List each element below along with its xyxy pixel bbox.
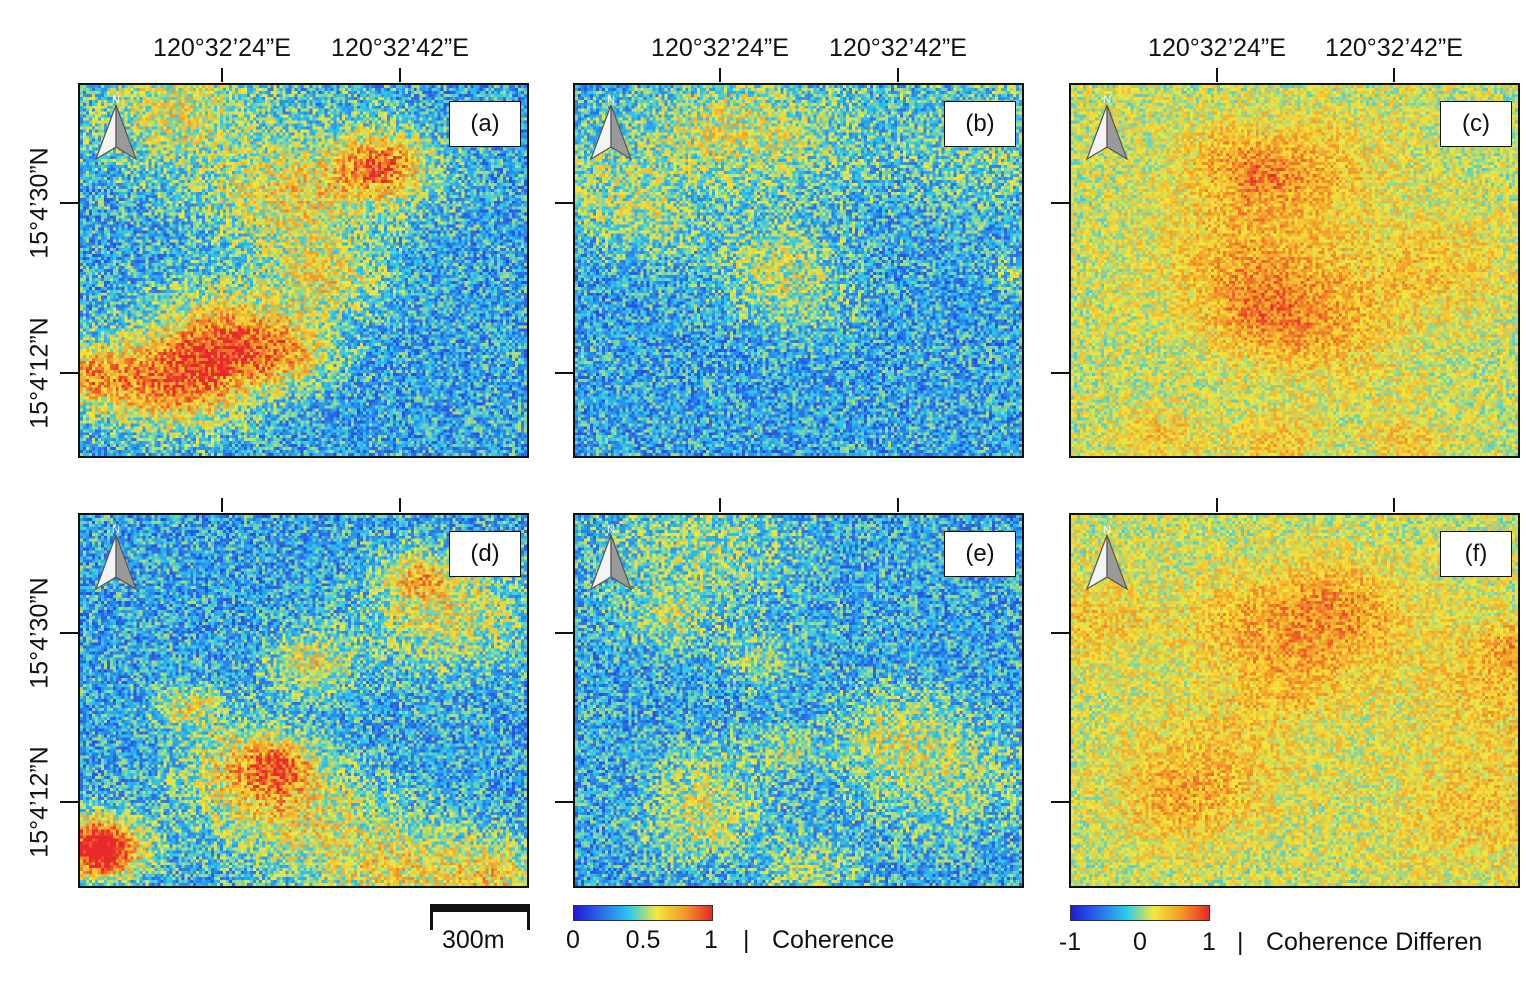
lon-tick [1393, 68, 1395, 82]
panel-label: (b) [944, 101, 1016, 147]
lat-tick [1051, 801, 1069, 803]
lon-label-2-right: 120°32’42”E [829, 34, 967, 62]
scale-bar [430, 904, 530, 934]
lat-label-bottom-2: 15°4’12”N [25, 746, 54, 858]
map-panel-b: N (b) [573, 83, 1024, 458]
lon-tick [897, 68, 899, 82]
lon-label-3-right: 120°32’42”E [1325, 34, 1463, 62]
svg-text:N: N [607, 94, 615, 106]
lon-label-1-left: 120°32’24”E [153, 34, 291, 62]
lat-tick [555, 202, 573, 204]
svg-text:N: N [1103, 524, 1111, 536]
lat-tick [60, 202, 78, 204]
north-arrow-icon: N [1085, 524, 1129, 591]
lon-label-3-left: 120°32’24”E [1148, 34, 1286, 62]
north-arrow-icon: N [94, 524, 138, 591]
map-panel-d: N (d) [78, 513, 529, 888]
lat-tick [1051, 202, 1069, 204]
svg-text:N: N [607, 524, 615, 536]
svg-text:N: N [112, 524, 120, 536]
lat-label-bottom-1: 15°4’30”N [25, 577, 54, 689]
difference-legend-min: -1 [1058, 928, 1082, 956]
coherence-legend-max: 1 [704, 926, 718, 954]
lon-label-1-right: 120°32’42”E [331, 34, 469, 62]
lon-tick [221, 68, 223, 82]
coherence-legend-min: 0 [566, 926, 580, 954]
lon-label-2-left: 120°32’24”E [651, 34, 789, 62]
lat-tick [555, 372, 573, 374]
lat-tick [1051, 372, 1069, 374]
lon-tick [1216, 68, 1218, 82]
lon-tick [719, 498, 721, 512]
north-arrow-icon: N [589, 524, 633, 591]
lat-label-top-2: 15°4’12”N [25, 317, 54, 429]
map-panel-f: N (f) [1069, 513, 1520, 888]
lat-label-top-1: 15°4’30”N [25, 147, 54, 259]
lon-tick [897, 498, 899, 512]
panel-label: (c) [1440, 101, 1512, 147]
svg-text:N: N [1103, 94, 1111, 106]
lon-tick [399, 498, 401, 512]
difference-legend-mid: 0 [1133, 928, 1147, 956]
panel-label: (f) [1440, 531, 1512, 577]
difference-colorbar [1070, 905, 1210, 921]
lat-tick [1051, 632, 1069, 634]
north-arrow-icon: N [1085, 94, 1129, 161]
difference-legend-max: 1 [1202, 928, 1216, 956]
lat-tick [60, 801, 78, 803]
lat-tick [555, 801, 573, 803]
coherence-legend-mid: 0.5 [625, 926, 661, 954]
coherence-colorbar [573, 905, 713, 921]
panel-label: (a) [449, 101, 521, 147]
coherence-legend-separator: | [743, 926, 750, 954]
lon-tick [1216, 498, 1218, 512]
map-panel-c: N (c) [1069, 83, 1520, 458]
lat-tick [60, 372, 78, 374]
north-arrow-icon: N [94, 94, 138, 161]
scale-bar-label: 300m [442, 926, 505, 954]
lon-tick [719, 68, 721, 82]
difference-legend-separator: | [1237, 928, 1244, 956]
lon-tick [1393, 498, 1395, 512]
coherence-legend-title: Coherence [772, 926, 895, 954]
difference-legend-title: Coherence Differen [1266, 928, 1483, 956]
lon-tick [399, 68, 401, 82]
panel-label: (e) [944, 531, 1016, 577]
north-arrow-icon: N [589, 94, 633, 161]
lat-tick [555, 632, 573, 634]
panel-label: (d) [449, 531, 521, 577]
svg-text:N: N [112, 94, 120, 106]
lon-tick [221, 498, 223, 512]
lat-tick [60, 632, 78, 634]
map-panel-a: N (a) [78, 83, 529, 458]
map-panel-e: N (e) [573, 513, 1024, 888]
